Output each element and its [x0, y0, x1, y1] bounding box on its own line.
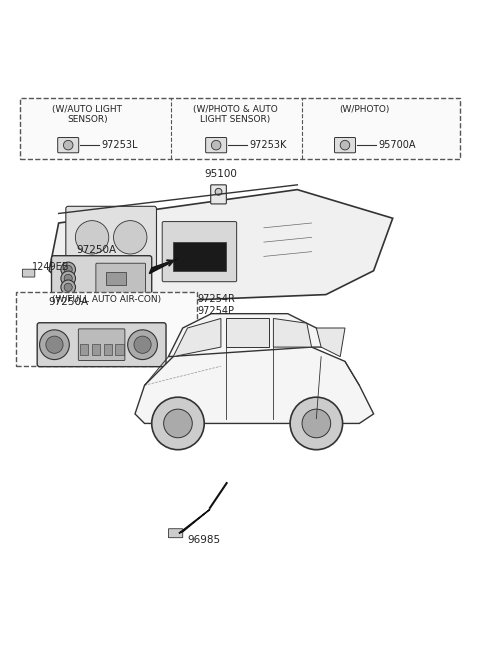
- Polygon shape: [316, 328, 345, 357]
- FancyBboxPatch shape: [21, 98, 459, 159]
- Circle shape: [290, 397, 343, 450]
- Circle shape: [302, 409, 331, 438]
- Polygon shape: [49, 190, 393, 304]
- Polygon shape: [173, 318, 221, 357]
- Circle shape: [46, 336, 63, 354]
- Text: (W/FULL AUTO AIR-CON): (W/FULL AUTO AIR-CON): [52, 295, 161, 304]
- Text: 97253K: 97253K: [250, 140, 287, 150]
- Circle shape: [63, 140, 73, 150]
- FancyBboxPatch shape: [78, 329, 125, 361]
- Text: 97250A: 97250A: [77, 245, 117, 255]
- Circle shape: [128, 330, 157, 359]
- Polygon shape: [149, 259, 178, 274]
- FancyBboxPatch shape: [104, 344, 112, 355]
- FancyBboxPatch shape: [23, 269, 35, 277]
- Text: 97254R
97254P: 97254R 97254P: [197, 295, 235, 316]
- Text: 96985: 96985: [188, 535, 221, 545]
- Polygon shape: [226, 318, 269, 347]
- Circle shape: [134, 336, 151, 354]
- FancyBboxPatch shape: [162, 222, 237, 281]
- FancyBboxPatch shape: [92, 344, 100, 355]
- FancyBboxPatch shape: [335, 138, 356, 153]
- Circle shape: [64, 274, 72, 283]
- Circle shape: [114, 220, 147, 254]
- Text: 97250A: 97250A: [48, 297, 88, 306]
- FancyBboxPatch shape: [169, 295, 187, 316]
- FancyBboxPatch shape: [66, 206, 156, 268]
- FancyBboxPatch shape: [115, 344, 124, 355]
- FancyBboxPatch shape: [168, 529, 183, 538]
- Polygon shape: [168, 314, 326, 357]
- Circle shape: [75, 220, 109, 254]
- Circle shape: [174, 298, 182, 306]
- Text: (W/PHOTO & AUTO
LIGHT SENSOR): (W/PHOTO & AUTO LIGHT SENSOR): [193, 105, 277, 124]
- Polygon shape: [135, 342, 373, 423]
- Circle shape: [61, 262, 75, 277]
- FancyBboxPatch shape: [58, 138, 79, 153]
- Circle shape: [64, 266, 72, 274]
- Polygon shape: [274, 318, 312, 347]
- Text: (W/AUTO LIGHT
SENSOR): (W/AUTO LIGHT SENSOR): [52, 105, 122, 124]
- FancyBboxPatch shape: [51, 256, 152, 301]
- FancyBboxPatch shape: [16, 292, 197, 366]
- FancyBboxPatch shape: [173, 241, 226, 271]
- Text: (W/PHOTO): (W/PHOTO): [339, 105, 389, 114]
- Circle shape: [61, 271, 75, 285]
- Circle shape: [164, 409, 192, 438]
- Circle shape: [64, 283, 72, 291]
- Text: 95100: 95100: [204, 169, 237, 178]
- Circle shape: [61, 280, 75, 295]
- Text: 95700A: 95700A: [378, 140, 416, 150]
- FancyBboxPatch shape: [37, 323, 166, 367]
- Text: 97253L: 97253L: [102, 140, 138, 150]
- Circle shape: [211, 140, 221, 150]
- Circle shape: [39, 330, 69, 359]
- FancyBboxPatch shape: [205, 138, 227, 153]
- Text: 1249EB: 1249EB: [33, 262, 70, 272]
- Circle shape: [215, 188, 222, 195]
- FancyBboxPatch shape: [96, 263, 145, 293]
- FancyBboxPatch shape: [211, 185, 227, 204]
- Circle shape: [340, 140, 350, 150]
- Polygon shape: [179, 509, 210, 533]
- FancyBboxPatch shape: [80, 344, 88, 355]
- FancyBboxPatch shape: [106, 272, 126, 285]
- Circle shape: [152, 397, 204, 450]
